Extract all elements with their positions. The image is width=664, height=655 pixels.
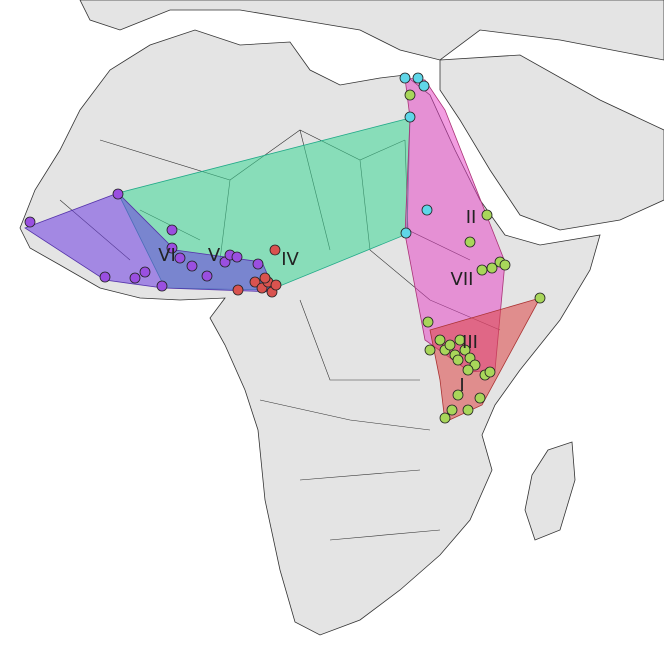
sample-point [486, 262, 498, 274]
sample-point [462, 404, 474, 416]
sample-point [459, 344, 471, 356]
sample-point [112, 188, 124, 200]
sample-point [129, 272, 141, 284]
sample-point [462, 364, 474, 376]
region-label: VII [451, 269, 474, 290]
sample-point [499, 259, 511, 271]
sample-point [534, 292, 546, 304]
region-label: VI [158, 245, 176, 266]
sample-point [481, 209, 493, 221]
sample-point [452, 389, 464, 401]
sample-point [269, 244, 281, 256]
europe [79, 0, 664, 61]
sample-point [231, 251, 243, 263]
sample-point [156, 280, 168, 292]
sample-point [424, 344, 436, 356]
sample-point [259, 272, 271, 284]
region-label: III [462, 332, 478, 353]
sample-point [444, 339, 456, 351]
sample-point [404, 89, 416, 101]
region-label: V [208, 245, 221, 266]
sample-point [422, 316, 434, 328]
sample-point [484, 366, 496, 378]
sample-point [464, 236, 476, 248]
sample-point [476, 264, 488, 276]
sample-point [270, 279, 282, 291]
sample-point [446, 404, 458, 416]
samples [24, 72, 546, 424]
region-label: IV [281, 249, 299, 270]
sample-point [434, 334, 446, 346]
sample-point [474, 392, 486, 404]
sample-point [139, 266, 151, 278]
sample-point [421, 204, 433, 216]
sample-point [452, 354, 464, 366]
sample-point [201, 270, 213, 282]
arabia [439, 54, 664, 231]
sample-point [232, 284, 244, 296]
sample-point [399, 72, 411, 84]
sample-point [400, 227, 412, 239]
sample-point [418, 80, 430, 92]
region-label: I [459, 375, 464, 396]
sample-point [439, 412, 451, 424]
sample-point [249, 276, 261, 288]
region-label: II [466, 207, 477, 228]
sample-point [99, 271, 111, 283]
sample-point [24, 216, 36, 228]
sample-point [166, 242, 178, 254]
sample-point [412, 72, 424, 84]
sample-point [174, 252, 186, 264]
sample-point [186, 260, 198, 272]
sample-point [166, 224, 178, 236]
sample-point [252, 258, 264, 270]
sample-point [404, 111, 416, 123]
madagascar [524, 441, 576, 541]
sample-point [454, 334, 466, 346]
